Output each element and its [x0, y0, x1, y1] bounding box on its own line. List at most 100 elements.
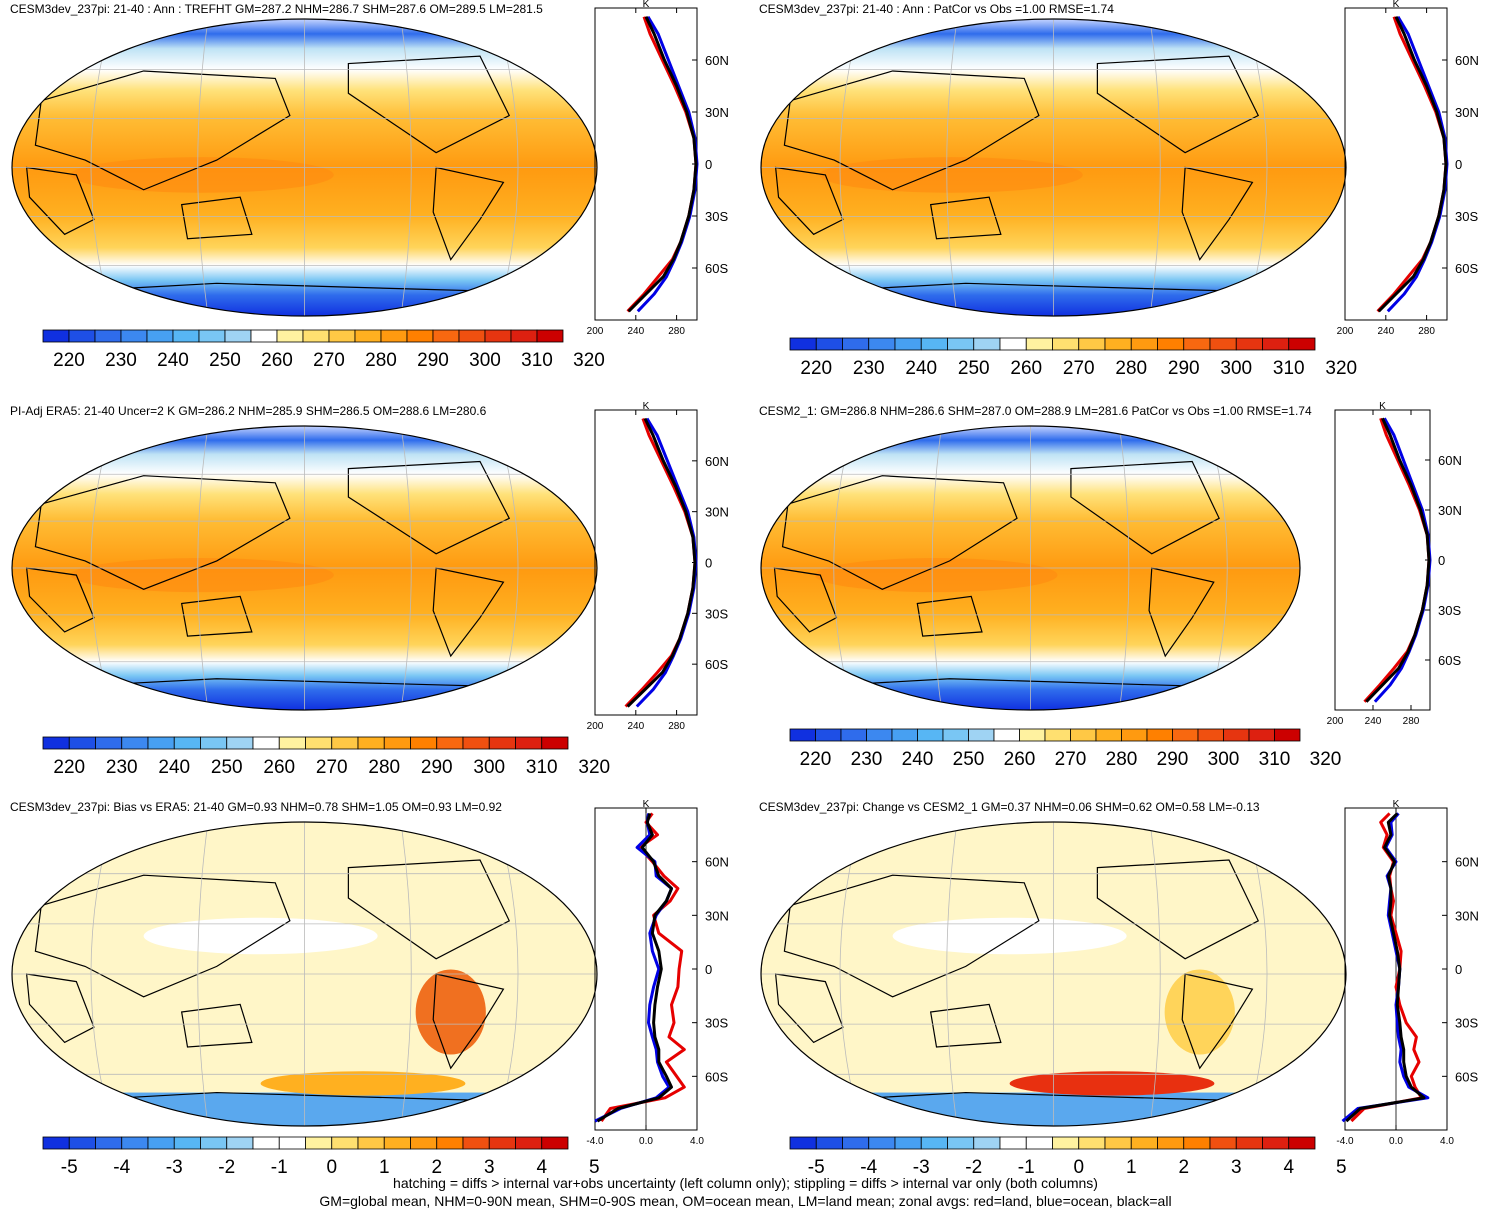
colorbar-box [95, 1136, 123, 1150]
colorbar-box [1262, 337, 1290, 351]
colorbar-box [121, 736, 149, 750]
colorbar-box [1052, 337, 1080, 351]
colorbar-box [278, 736, 306, 750]
x-tick-label: 240 [627, 326, 644, 337]
lat-tick-label: 60N [705, 454, 729, 469]
colorbar-box [357, 736, 385, 750]
lat-tick-label: 60N [705, 53, 729, 68]
australia-outline [929, 1003, 1002, 1048]
warm-pool [70, 558, 334, 593]
x-tick-label: 4.0 [690, 1136, 704, 1147]
colorbar-box [95, 736, 123, 750]
colorbar-box [1070, 728, 1097, 742]
zonal-line-black [1377, 16, 1448, 313]
africa-outline [773, 567, 838, 633]
footer-note-line1: hatching = diffs > internal var+obs unce… [393, 1175, 1098, 1191]
colorbar-label: 3 [1231, 1157, 1242, 1178]
x-tick-label: 280 [668, 326, 685, 337]
x-tick-label: 0.0 [1389, 1136, 1403, 1147]
colorbar-box [1183, 1136, 1211, 1150]
colorbar-box [436, 1136, 464, 1150]
colorbar-box [1223, 728, 1250, 742]
colorbar-box [917, 728, 944, 742]
colorbar-box [436, 736, 464, 750]
map [761, 822, 1346, 1126]
zonal-axes-box [594, 409, 698, 716]
eurasia-outline [783, 874, 1040, 998]
zonal-line-black [1345, 812, 1426, 1123]
australia-outline [916, 595, 983, 637]
lat-tick-label: 60N [1455, 53, 1479, 68]
lat-tick-label: 60N [1438, 453, 1462, 468]
colorbar-box [383, 1136, 411, 1150]
colorbar-label: 290 [421, 757, 453, 778]
panel-1: CESM3dev_237pi: 21-40 : Ann : TREFHT GM=… [10, 0, 729, 371]
map-border [11, 18, 598, 317]
colorbar-box [891, 728, 918, 742]
x-tick-label: 4.0 [1440, 1136, 1454, 1147]
colorbar-box [1172, 728, 1199, 742]
zonal-mean-plot: K 60N 30N 0 30S 60S -4.0 0.0 4.0 [1336, 799, 1478, 1147]
colorbar-box [462, 1136, 490, 1150]
colorbar-box [1078, 1136, 1106, 1150]
colorbar-box [200, 736, 228, 750]
colorbar-label: 300 [1208, 749, 1240, 770]
colorbar-box [224, 329, 252, 343]
panel-title: CESM3dev_237pi: Bias vs ERA5: 21-40 GM=0… [10, 800, 502, 814]
eurasia-outline [34, 70, 291, 191]
colorbar-box [1130, 1136, 1158, 1150]
meridian-line [1149, 822, 1161, 1126]
south-america-anomaly [1164, 969, 1235, 1055]
meridian-line [400, 822, 412, 1126]
colorbar-box [147, 1136, 175, 1150]
x-tick-label: 200 [1337, 326, 1354, 337]
colorbar-label: 230 [106, 757, 138, 778]
colorbar-label: 310 [526, 757, 558, 778]
south-america-outline [1181, 973, 1254, 1070]
lat-tick-label: 60N [705, 855, 729, 870]
colorbar-box [866, 728, 893, 742]
colorbar-label: -4 [860, 1157, 877, 1178]
south-america-outline [432, 567, 505, 658]
colorbar-label: 310 [521, 350, 553, 371]
colorbar-box [942, 728, 969, 742]
panel-4: CESM2_1: GM=286.8 NHM=286.6 SHM=287.0 OM… [759, 401, 1462, 770]
neutral-area [143, 917, 378, 955]
colorbar-box [1130, 337, 1158, 351]
colorbar-box [121, 1136, 149, 1150]
colorbar-label: 240 [157, 350, 189, 371]
lat-tick-label: 60S [1438, 653, 1461, 668]
x-tick-label: 280 [668, 721, 685, 732]
eurasia-outline [781, 475, 1018, 590]
south-america-outline [432, 166, 505, 261]
colorbar-box [999, 1136, 1027, 1150]
panel-3: PI-Adj ERA5: 21-40 Uncer=2 K GM=286.2 NH… [10, 401, 729, 778]
colorbar-box [488, 736, 516, 750]
colorbar-box [1274, 728, 1301, 742]
colorbar-label: 4 [1283, 1157, 1294, 1178]
colorbar-box [488, 1136, 516, 1150]
map-border [760, 821, 1347, 1127]
meridian-line [400, 19, 412, 316]
colorbar-box [410, 736, 438, 750]
colorbar-box [1157, 337, 1185, 351]
lat-tick-label: 30S [705, 606, 728, 621]
colorbar-box [328, 329, 356, 343]
map-border [11, 425, 598, 711]
colorbar-label: -3 [166, 1157, 183, 1178]
lat-tick-label: 60N [1455, 855, 1479, 870]
colorbar-box [973, 1136, 1001, 1150]
colorbar-box [380, 329, 408, 343]
colorbar-box [484, 329, 512, 343]
colorbar-box [840, 728, 867, 742]
colorbar-label: 300 [473, 757, 505, 778]
colorbar-box [278, 1136, 306, 1150]
lat-tick-label: 0 [1438, 553, 1445, 568]
colorbar-label: 230 [105, 350, 137, 371]
zonal-mean-plot: K 60N 30N 0 30S 60S 200 240 280 [1327, 401, 1462, 727]
colorbar-label: 270 [1055, 749, 1087, 770]
north-america-outline [347, 460, 511, 555]
colorbar-box [1019, 728, 1046, 742]
colorbar-label: 300 [1220, 358, 1252, 379]
colorbar-box [894, 1136, 922, 1150]
